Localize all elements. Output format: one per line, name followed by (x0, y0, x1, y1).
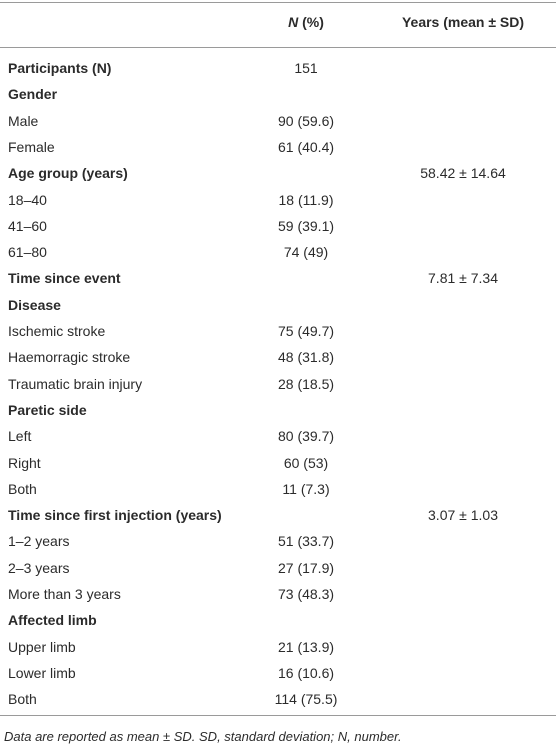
count-cell: 90 (59.6) (277, 112, 335, 129)
count-cell: 73 (48.3) (277, 586, 335, 602)
row-label: Gender (8, 86, 58, 103)
column-symbol: N (288, 14, 299, 30)
count-cell: 27 (17.9) (277, 559, 335, 576)
row-label: Haemorragic stroke (8, 349, 131, 366)
count-cell: 16 (10.6) (277, 664, 335, 681)
years-cell: 7.81 ± 7.34 (428, 270, 498, 287)
count-cell: 151 (294, 60, 318, 76)
count-cell: 80 (39.7) (277, 428, 335, 445)
count-cell: 61 (40.4) (277, 138, 335, 155)
row-label: Both (8, 480, 37, 497)
row-label: Age group (years) (8, 165, 128, 182)
row-label: Time since first injection (years) (8, 507, 222, 524)
header-rule (0, 47, 556, 48)
count-cell: 28 (18.5) (277, 375, 335, 392)
count-cell: 74 (49) (283, 244, 329, 261)
row-label: 2–3 years (8, 559, 70, 576)
row-label: Both (8, 691, 37, 708)
row-label: Time since event (8, 270, 121, 287)
row-label: Upper limb (8, 638, 76, 655)
row-label: Ischemic stroke (8, 323, 106, 339)
row-label: Female (8, 138, 55, 155)
row-label: Male (8, 112, 39, 129)
row-label: Right (8, 454, 41, 471)
row-label: 41–60 (8, 217, 47, 234)
row-label: Affected limb (8, 612, 97, 629)
row-label: Disease (8, 296, 61, 313)
count-cell: 114 (75.5) (274, 691, 338, 708)
row-label: Traumatic brain injury (8, 375, 143, 392)
count-cell: 21 (13.9) (277, 638, 335, 655)
years-cell: 58.42 ± 14.64 (420, 165, 506, 182)
row-label: 18–40 (8, 191, 47, 208)
count-cell: 60 (53) (283, 454, 329, 471)
row-label: Paretic side (8, 401, 87, 418)
footnote: Data are reported as mean ± SD. SD, stan… (4, 729, 402, 744)
row-label: Lower limb (8, 664, 76, 681)
years-cell: 3.07 ± 1.03 (428, 507, 498, 524)
count-cell: 18 (11.9) (278, 191, 334, 208)
count-cell: 48 (31.8) (277, 349, 335, 366)
bottom-rule (0, 715, 556, 716)
row-label: Participants (N) (8, 60, 112, 76)
row-label: More than 3 years (8, 586, 121, 602)
count-cell: 75 (49.7) (277, 323, 335, 339)
count-cell: 11 (7.3) (282, 480, 330, 497)
count-cell: 51 (33.7) (277, 533, 335, 550)
count-cell: 59 (39.1) (277, 217, 335, 234)
row-label: 61–80 (8, 244, 47, 261)
column-header: N (%) (288, 13, 324, 31)
column-header: Years (mean ± SD) (401, 14, 525, 30)
top-rule (0, 2, 556, 3)
column-unit: (%) (302, 14, 324, 30)
row-label: Left (8, 428, 32, 445)
row-label: 1–2 years (8, 533, 70, 550)
